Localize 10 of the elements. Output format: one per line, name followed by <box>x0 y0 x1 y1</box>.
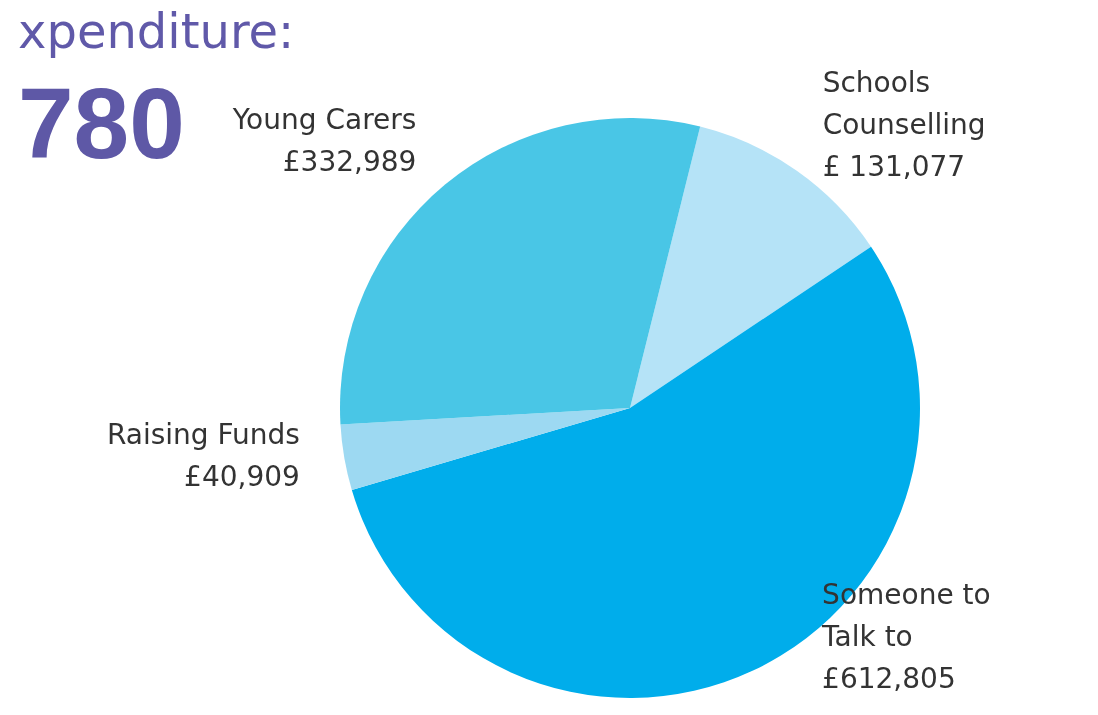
chart-subtitle: 780 <box>18 67 185 179</box>
data-label: £332,989 <box>282 144 417 178</box>
chart-title: xpenditure: <box>18 3 295 59</box>
data-label: £ 131,077 <box>822 149 966 183</box>
slice-label: Young Carers <box>231 102 417 136</box>
data-label: £40,909 <box>184 460 300 494</box>
data-label: £612,805 <box>822 662 956 695</box>
slice-label: Raising Funds <box>106 418 300 452</box>
slice-label: Schools Counselling <box>822 65 986 141</box>
pie-slice <box>340 408 630 490</box>
